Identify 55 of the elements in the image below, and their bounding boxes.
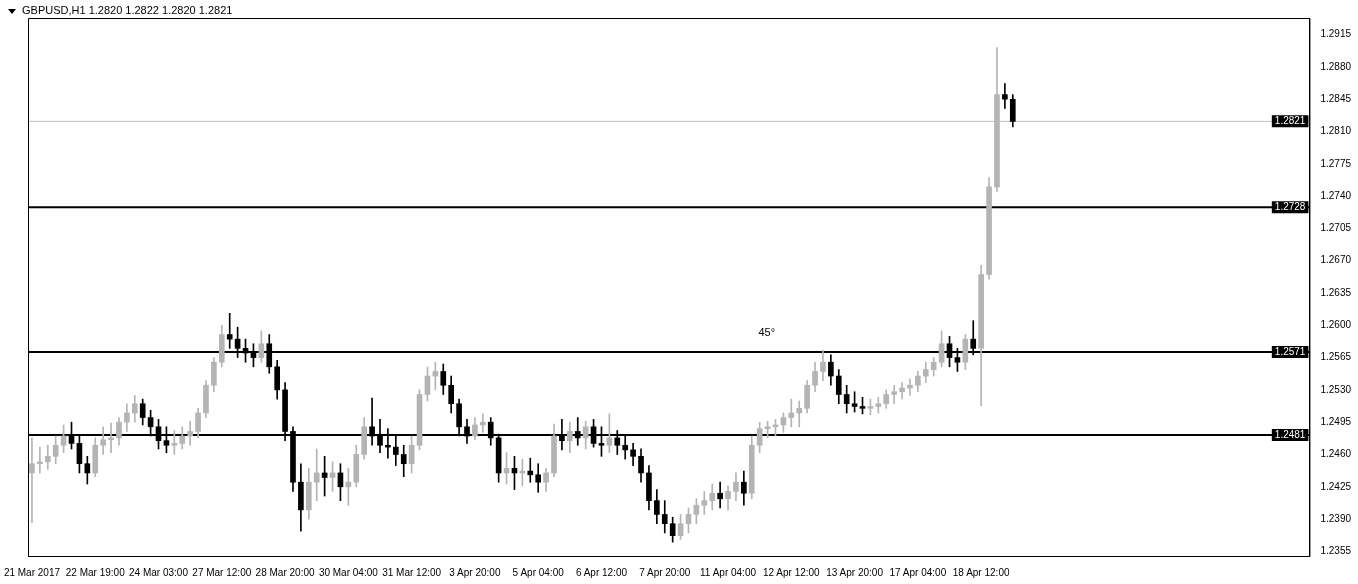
ref-line-label: 1.2571 [1274,345,1306,357]
x-tick-label: 30 Mar 04:00 [318,566,379,578]
candlestick [891,384,897,405]
candlestick [1002,83,1008,109]
x-tick-label: 3 Apr 20:00 [449,566,501,578]
x-tick-label: 5 Apr 04:00 [512,566,565,578]
ref-line-label: 1.2821 [1274,115,1306,127]
y-tick-label: 1.2880 [1320,60,1352,72]
y-tick-label: 1.2460 [1320,448,1352,460]
x-tick-label: 24 Mar 03:00 [129,566,189,578]
x-tick-label: 27 Mar 12:00 [192,566,252,578]
y-tick-label: 1.2845 [1320,92,1352,104]
chart-title: GBPUSD,H1 1.2820 1.2822 1.2820 1.2821 [22,4,233,16]
y-tick-label: 1.2810 [1320,125,1352,137]
y-tick-label: 1.2355 [1320,545,1352,557]
x-tick-label: 18 Apr 12:00 [952,566,1010,578]
candlestick [313,448,320,501]
candlestick [187,420,193,446]
ref-line-label: 1.2481 [1274,428,1306,440]
y-tick-label: 1.2425 [1320,480,1352,492]
candlestick [527,457,534,483]
candlestick [100,426,106,455]
y-tick-label: 1.2495 [1320,415,1352,427]
x-tick-label: 28 Mar 20:00 [255,566,315,578]
ref-line-label: 1.2728 [1274,200,1306,212]
x-tick-label: 17 Apr 04:00 [889,566,947,578]
candlestick [479,413,486,433]
x-tick-label: 31 Mar 12:00 [382,566,442,578]
y-tick-label: 1.2390 [1320,512,1352,524]
candlestick [907,378,913,396]
y-tick-label: 1.2565 [1320,351,1352,363]
x-tick-label: 21 Mar 2017 [3,566,61,578]
y-tick-label: 1.2915 [1320,28,1352,40]
y-tick-label: 1.2600 [1320,319,1352,331]
candlestick [226,312,233,349]
candlestick [717,481,723,509]
annotation: 45° [758,325,776,338]
y-tick-label: 1.2775 [1320,157,1352,169]
y-tick-label: 1.2670 [1320,254,1352,266]
y-tick-label: 1.2705 [1320,222,1352,234]
y-tick-label: 1.2740 [1320,189,1352,201]
candlestick [44,444,51,470]
x-tick-label: 7 Apr 20:00 [639,566,691,578]
x-tick-label: 6 Apr 12:00 [575,566,628,578]
y-tick-label: 1.2635 [1320,286,1352,298]
x-tick-label: 12 Apr 12:00 [762,566,821,578]
x-tick-label: 13 Apr 20:00 [826,566,884,578]
candlestick [796,400,803,428]
y-tick-label: 1.2530 [1320,383,1352,395]
x-tick-label: 22 Mar 19:00 [65,566,126,578]
candlestick [701,491,708,515]
candlestick [899,382,905,400]
candlestick [788,398,795,428]
x-tick-label: 11 Apr 04:00 [700,566,757,578]
candlestick [29,437,35,524]
